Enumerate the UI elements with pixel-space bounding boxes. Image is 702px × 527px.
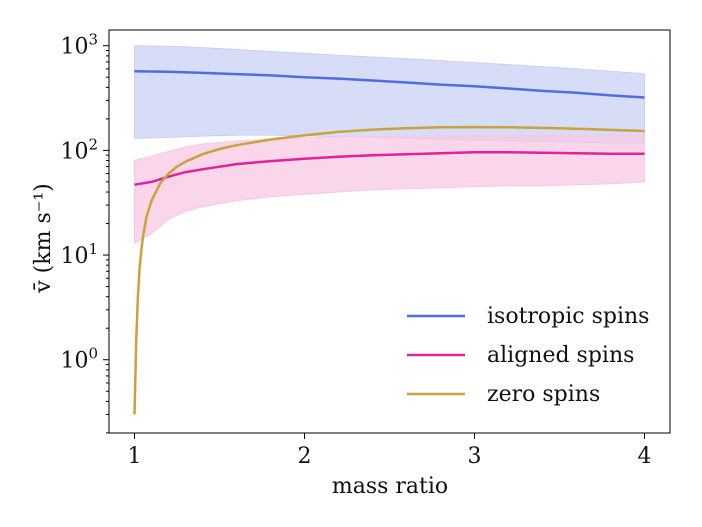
y-tick-label: 100 <box>60 345 98 374</box>
x-ticks: 1 2 3 4 <box>128 433 652 469</box>
y-tick-label: 103 <box>60 31 98 60</box>
x-axis-label: mass ratio <box>332 474 448 499</box>
legend-label-aligned: aligned spins <box>487 343 634 368</box>
x-tick-label: 3 <box>468 444 482 469</box>
y-ticks: 100 101 102 103 <box>60 31 109 434</box>
y-tick-label: 101 <box>60 240 98 269</box>
lines <box>133 70 645 415</box>
bands <box>134 45 645 244</box>
x-tick-label: 4 <box>638 444 652 469</box>
series-line-isotropic-spins <box>134 70 645 99</box>
y-axis-label: v̄ (km s⁻¹) <box>31 183 56 294</box>
series-line-aligned-spins <box>134 150 645 186</box>
series-line-zero-spins <box>133 125 645 415</box>
plot-frame <box>108 29 671 434</box>
y-tick-label: 102 <box>60 135 98 164</box>
legend-label-isotropic: isotropic spins <box>487 304 649 329</box>
x-tick-label: 1 <box>128 444 142 469</box>
legend-label-zero: zero spins <box>487 382 600 407</box>
x-tick-label: 2 <box>298 444 312 469</box>
legend: isotropic spins aligned spins zero spins <box>407 304 649 407</box>
